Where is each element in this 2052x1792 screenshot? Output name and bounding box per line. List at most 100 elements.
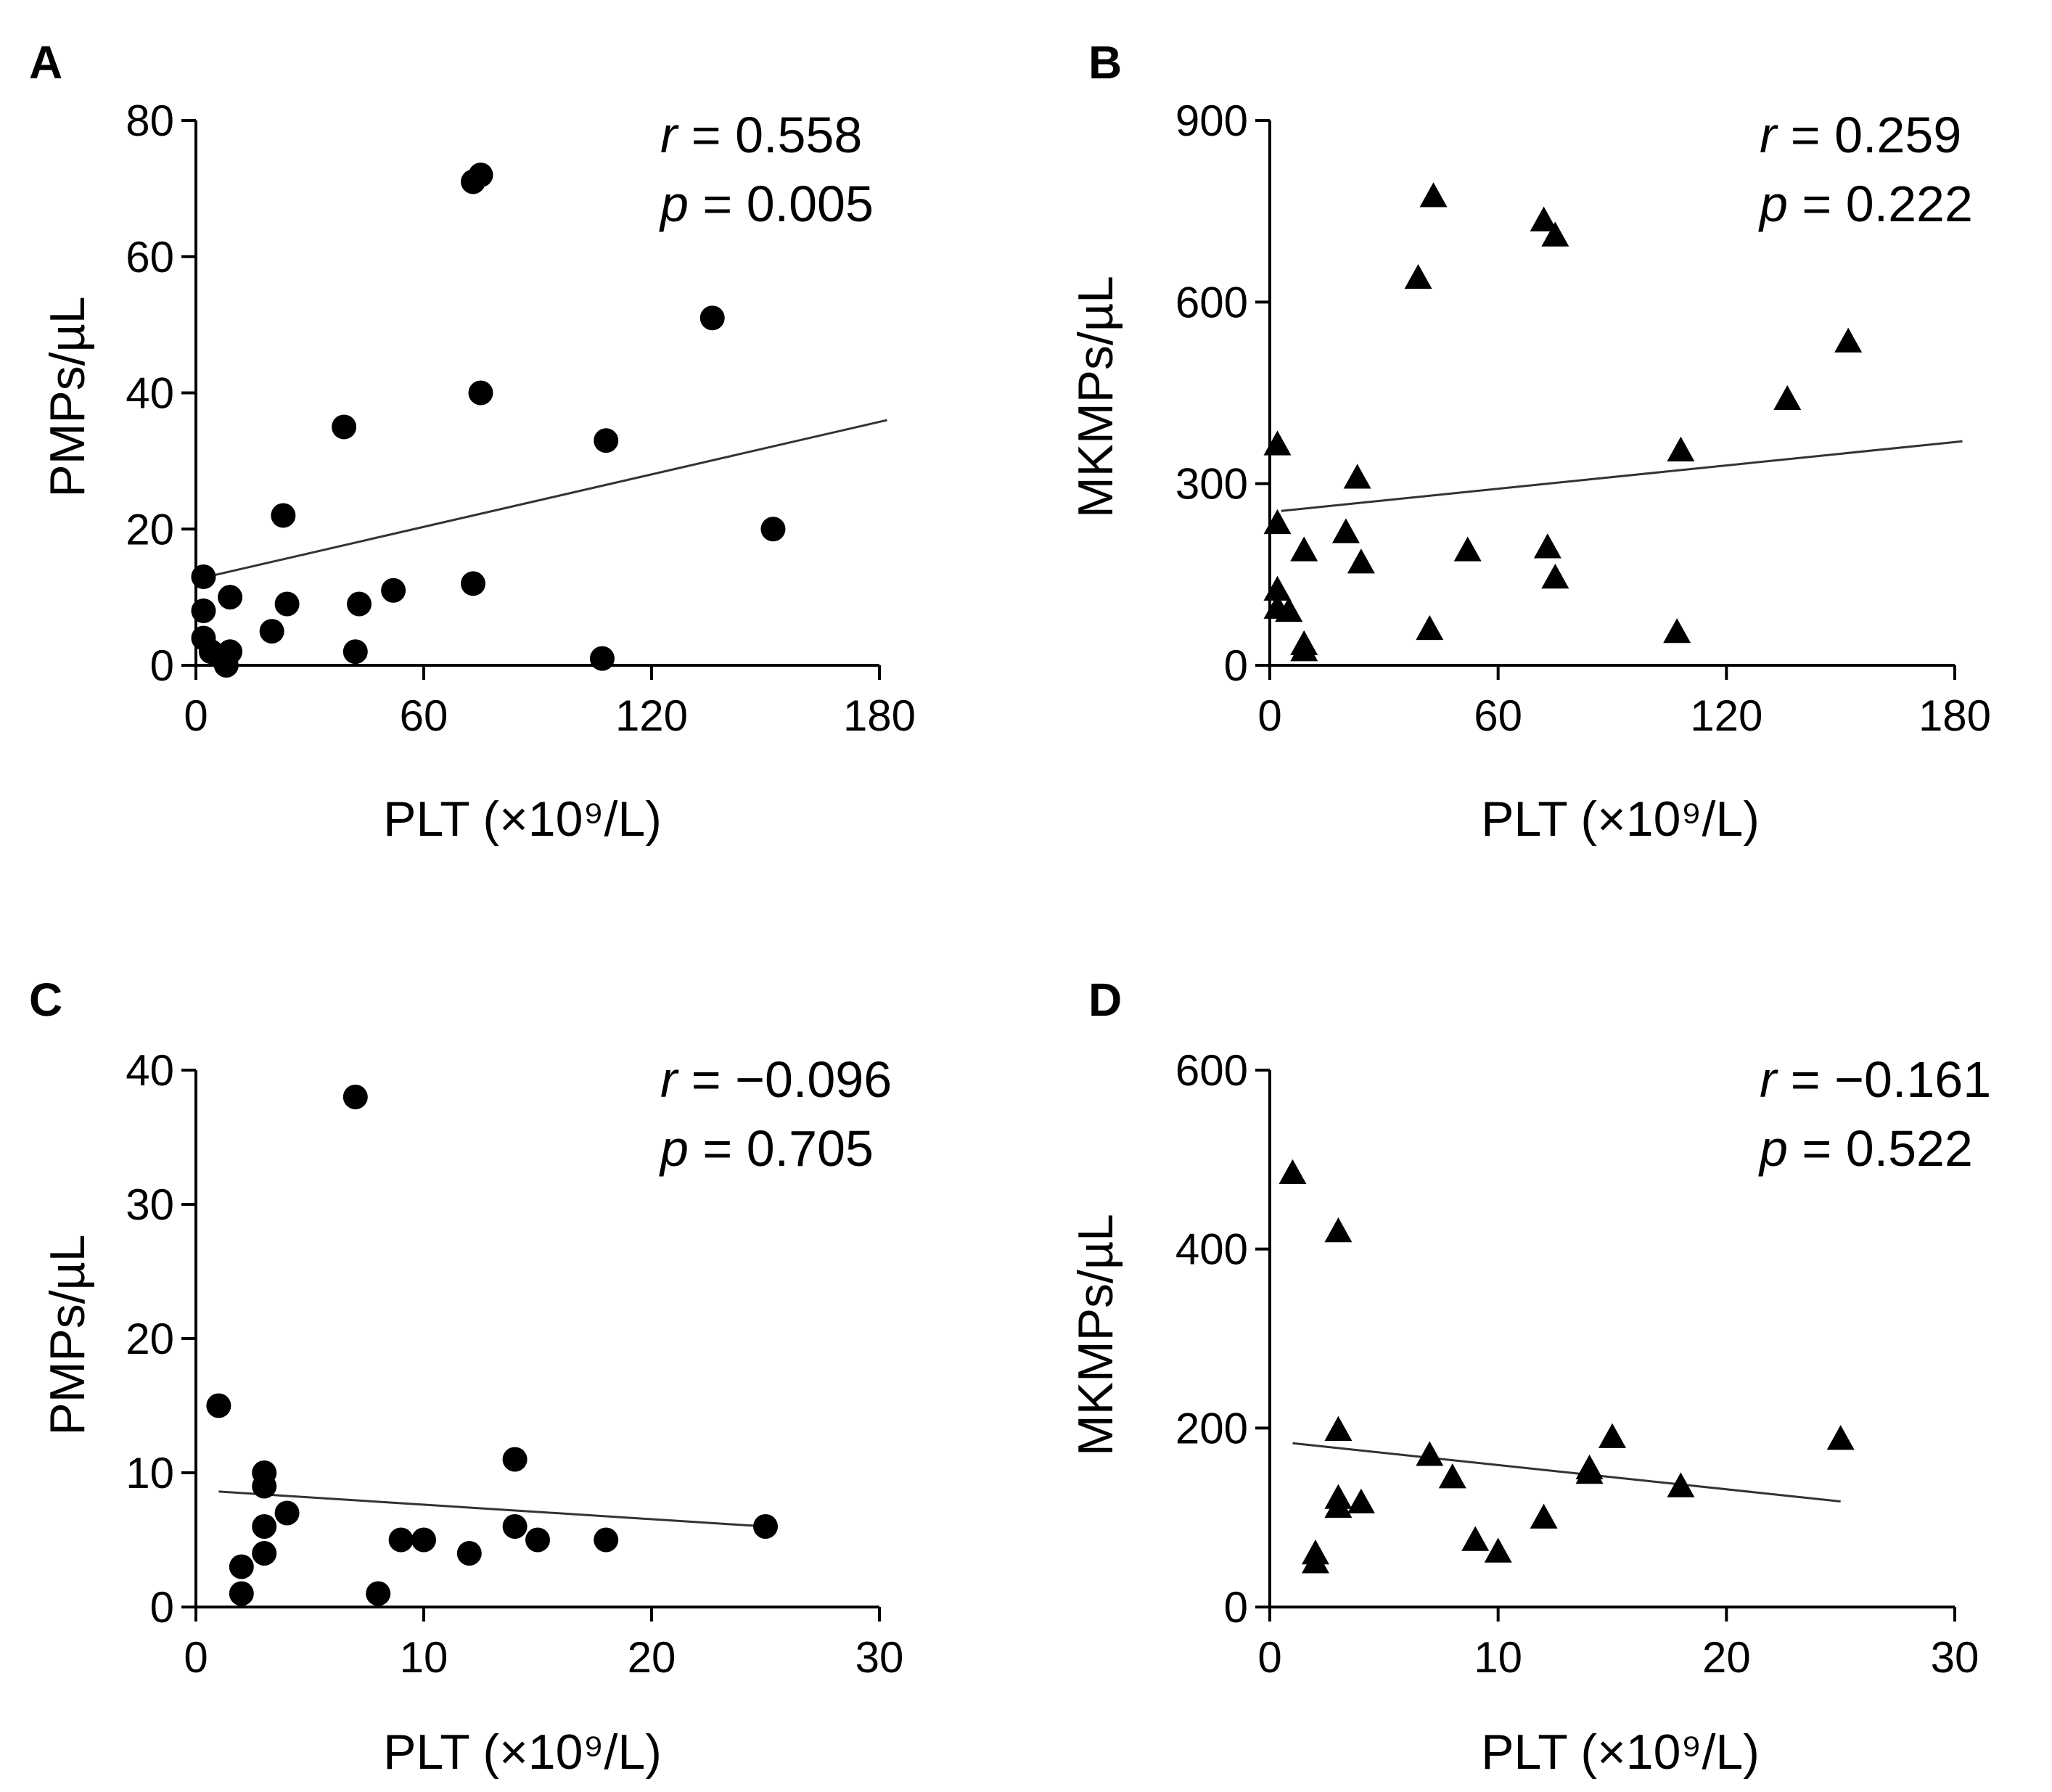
data-points xyxy=(206,1085,778,1606)
x-tick-label: 20 xyxy=(1702,1633,1751,1682)
y-tick-label: 600 xyxy=(1175,278,1248,326)
data-point xyxy=(1275,596,1303,622)
data-point xyxy=(1438,1463,1466,1489)
regression-line xyxy=(218,1490,766,1528)
r-statistic: r = 0.259 xyxy=(1760,107,1961,163)
data-point xyxy=(456,1541,482,1566)
data-point xyxy=(342,639,368,665)
data-point xyxy=(1263,430,1292,456)
data-point xyxy=(1773,385,1802,411)
x-tick-label: 20 xyxy=(628,1633,676,1682)
data-point xyxy=(252,1541,277,1566)
data-point xyxy=(229,1554,254,1579)
data-point xyxy=(1530,1503,1558,1529)
x-tick-label: 0 xyxy=(184,691,208,740)
y-tick-label: 600 xyxy=(1175,1046,1248,1095)
data-point xyxy=(252,1474,277,1499)
data-point xyxy=(525,1527,550,1553)
data-point xyxy=(381,578,406,603)
data-point xyxy=(1663,618,1691,644)
x-tick-label: 30 xyxy=(855,1633,904,1682)
data-point xyxy=(1667,436,1695,461)
data-point xyxy=(502,1447,528,1472)
y-tick-label: 10 xyxy=(126,1449,174,1497)
data-point xyxy=(388,1527,414,1553)
axis-ticks: 0 300 600 900 0 60 120 180 xyxy=(1175,96,1991,740)
data-point xyxy=(594,1527,619,1553)
panel-label: D xyxy=(1088,974,1122,1026)
data-point xyxy=(1530,206,1558,231)
data-point xyxy=(1453,536,1482,562)
data-point xyxy=(1826,1425,1855,1450)
data-point xyxy=(1343,464,1371,489)
x-tick-label: 10 xyxy=(400,1633,448,1682)
data-point xyxy=(1575,1459,1604,1484)
data-point xyxy=(461,571,486,596)
regression-line xyxy=(207,419,887,578)
panel-label: A xyxy=(29,36,62,89)
data-point xyxy=(1667,1472,1695,1497)
data-point xyxy=(1347,1488,1375,1513)
data-point xyxy=(229,1581,254,1606)
y-tick-label: 400 xyxy=(1175,1225,1248,1274)
panel-label: B xyxy=(1088,36,1122,89)
data-point xyxy=(1263,509,1292,535)
data-point xyxy=(1324,1415,1353,1441)
x-axis-label: PLT (×10⁹/L) xyxy=(383,1725,662,1780)
x-tick-label: 120 xyxy=(1690,691,1762,740)
data-points xyxy=(191,163,887,678)
x-tick-label: 0 xyxy=(1257,691,1281,740)
x-tick-label: 180 xyxy=(1918,691,1991,740)
axis-ticks: 0 10 20 30 40 0 10 20 30 xyxy=(126,1046,903,1682)
p-statistic: p = 0.005 xyxy=(659,176,874,232)
data-point xyxy=(1541,221,1569,247)
data-point xyxy=(468,380,493,406)
x-axis-label: PLT (×10⁹/L) xyxy=(1481,792,1760,847)
data-point xyxy=(271,503,296,528)
x-tick-label: 60 xyxy=(1474,691,1522,740)
y-tick-label: 30 xyxy=(126,1180,174,1229)
data-point xyxy=(1419,182,1448,207)
data-point xyxy=(753,1514,778,1539)
r-statistic: r = 0.558 xyxy=(660,107,862,163)
y-axis-label: MKMPs/µL xyxy=(1068,1214,1123,1456)
data-point xyxy=(1263,575,1292,601)
data-point xyxy=(1347,548,1375,574)
data-point xyxy=(468,163,493,188)
panel-b: B r = 0.259 p = 0.222 0 300 600 900 0 60 120 18… xyxy=(1068,36,1991,847)
data-point xyxy=(760,517,786,542)
y-tick-label: 40 xyxy=(126,369,174,418)
y-tick-label: 80 xyxy=(126,96,174,145)
y-tick-label: 20 xyxy=(126,1315,174,1363)
data-point xyxy=(274,591,300,617)
data-point xyxy=(1461,1526,1490,1551)
data-point xyxy=(1484,1537,1512,1563)
x-axis-label: PLT (×10⁹/L) xyxy=(1481,1725,1760,1780)
data-point xyxy=(191,564,216,589)
panel-label: C xyxy=(29,974,62,1026)
x-tick-label: 180 xyxy=(843,691,916,740)
data-point xyxy=(1301,1548,1329,1574)
x-axis-label: PLT (×10⁹/L) xyxy=(383,792,662,847)
data-point xyxy=(259,619,284,644)
y-tick-label: 0 xyxy=(150,1583,174,1632)
data-point xyxy=(1279,1159,1307,1185)
y-tick-label: 0 xyxy=(1224,641,1248,690)
data-point xyxy=(252,1514,277,1539)
axis-ticks: 0 20 40 60 80 0 60 120 180 xyxy=(126,96,916,740)
y-tick-label: 300 xyxy=(1175,460,1248,509)
x-tick-label: 30 xyxy=(1931,1633,1979,1682)
y-tick-label: 900 xyxy=(1175,96,1248,145)
p-statistic: p = 0.705 xyxy=(659,1120,874,1177)
x-tick-label: 10 xyxy=(1474,1633,1522,1682)
data-point xyxy=(366,1581,391,1606)
data-point xyxy=(1290,536,1318,562)
r-statistic: r = −0.161 xyxy=(1760,1051,1991,1108)
x-tick-label: 120 xyxy=(615,691,688,740)
y-tick-label: 0 xyxy=(1224,1583,1248,1632)
data-point xyxy=(274,1500,300,1526)
y-axis-label: PMPs/µL xyxy=(40,296,95,497)
data-point xyxy=(1834,327,1863,353)
x-tick-label: 0 xyxy=(184,1633,208,1682)
